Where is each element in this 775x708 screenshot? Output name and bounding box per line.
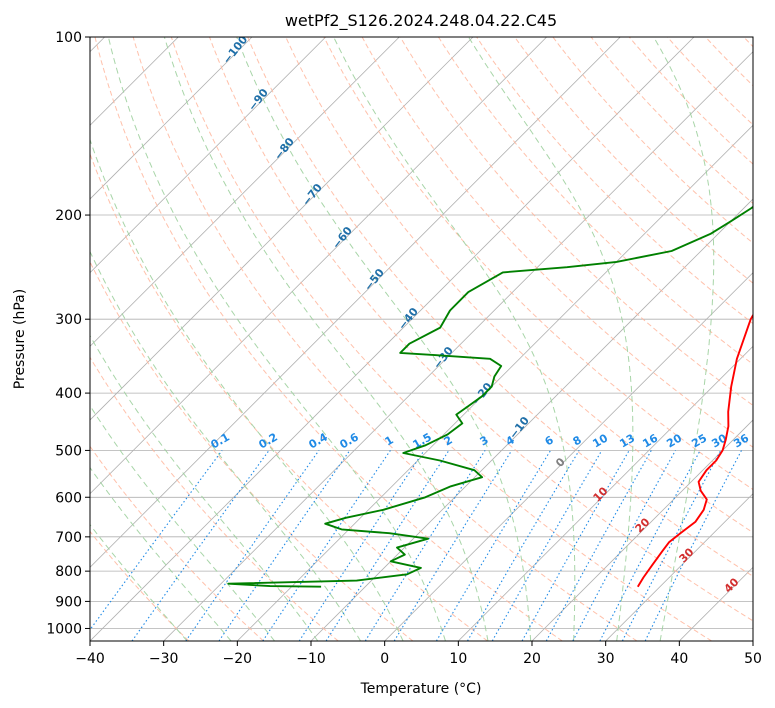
moist-adiabat-line: [90, 250, 362, 641]
plot-frame: [89, 36, 754, 642]
moist-adiabat-line: [90, 523, 188, 641]
chart-title: wetPf2_S126.2024.248.04.22.C45: [285, 11, 557, 31]
dry-adiabat-line: [552, 37, 753, 244]
x-tick-label: −20: [223, 651, 253, 667]
mixing-ratio-line: [90, 450, 223, 631]
temperature-profile: [636, 313, 753, 588]
isotherm-line: [90, 37, 621, 568]
dry-adiabat-line: [323, 37, 753, 491]
x-axis-label: Temperature (°C): [360, 681, 482, 697]
dry-adiabat-line: [170, 37, 712, 641]
mixing-ratio-line: [185, 450, 320, 641]
dry-adiabat-line: [399, 37, 753, 407]
y-tick-label: 700: [55, 530, 82, 546]
moist-adiabat-line: [90, 138, 404, 641]
isotherm-line: [237, 124, 753, 641]
moist-adiabat-line: [90, 334, 319, 641]
x-tick-label: 30: [597, 651, 615, 667]
dry-adiabat-line: [209, 37, 753, 622]
x-tick-label: 50: [744, 651, 762, 667]
x-tick-label: 20: [523, 651, 541, 667]
y-tick-label: 1000: [46, 621, 82, 637]
moist-adiabat-line: [90, 466, 232, 641]
dry-adiabat-line: [90, 356, 339, 641]
mixing-ratio-line: [298, 450, 425, 641]
dry-adiabat-line: [514, 37, 753, 284]
dry-adiabat-line: [361, 37, 753, 448]
dry-adiabat-line: [247, 37, 753, 577]
isotherm-line: [384, 272, 753, 641]
moist-adiabat-line: [468, 37, 634, 641]
y-tick-label: 100: [55, 30, 82, 46]
isotherm-line: [458, 345, 753, 641]
mixing-ratio-line: [131, 450, 270, 641]
mixing-ratio-line: [521, 450, 630, 641]
isotherm-line: [163, 51, 753, 641]
moist-adiabat-line: [107, 37, 446, 641]
dry-adiabat-line: [132, 37, 638, 641]
x-tick-label: 10: [449, 651, 467, 667]
moist-adiabat-line: [90, 404, 275, 641]
mixing-ratio-line: [621, 450, 722, 641]
y-tick-label: 800: [55, 564, 82, 580]
axes: −40 −30 −20 −10 0 10 20 30 40 50 100 200 300 400 500 60…: [46, 30, 762, 667]
isotherm-line: [90, 37, 326, 274]
mixing-ratio-line: [262, 450, 391, 641]
dry-adiabat-line: [90, 530, 190, 641]
isotherm-line: [90, 37, 547, 495]
y-tick-label: 400: [55, 386, 82, 402]
isotherm-line: [605, 493, 753, 641]
mixing-ratio-line: [393, 450, 513, 641]
x-tick-label: 0: [380, 651, 389, 667]
isotherm-line: [90, 37, 400, 347]
y-tick-label: 600: [55, 490, 82, 506]
moist-adiabat-line: [236, 37, 532, 641]
dry-adiabat-line: [285, 37, 753, 534]
mixing-ratio-line: [325, 450, 450, 641]
dewpoint-profile: [227, 205, 753, 588]
moist-adiabat-line: [653, 37, 715, 641]
isotherm-line: [90, 37, 253, 200]
dry-adiabat-line: [628, 37, 753, 165]
x-tick-label: −30: [149, 651, 179, 667]
mixing-ratio-line: [218, 450, 351, 641]
dry-adiabat-line: [90, 260, 414, 641]
y-tick-label: 900: [55, 594, 82, 610]
y-tick-label: 500: [55, 443, 82, 459]
y-axis-label: Pressure (hPa): [12, 289, 28, 389]
x-tick-label: −10: [296, 651, 326, 667]
x-tick-label: −40: [75, 651, 105, 667]
isotherm-line: [531, 419, 753, 641]
y-tick-label: 300: [55, 312, 82, 328]
moist-adiabat-line: [163, 37, 489, 641]
x-tick-label: 40: [670, 651, 688, 667]
mixing-ratio-line: [545, 450, 652, 641]
mixing-ratio-line: [644, 450, 742, 641]
y-tick-label: 200: [55, 208, 82, 224]
isotherm-line: [90, 37, 474, 421]
dry-adiabat-line: [437, 37, 753, 365]
mixing-ratio-line: [572, 450, 676, 641]
